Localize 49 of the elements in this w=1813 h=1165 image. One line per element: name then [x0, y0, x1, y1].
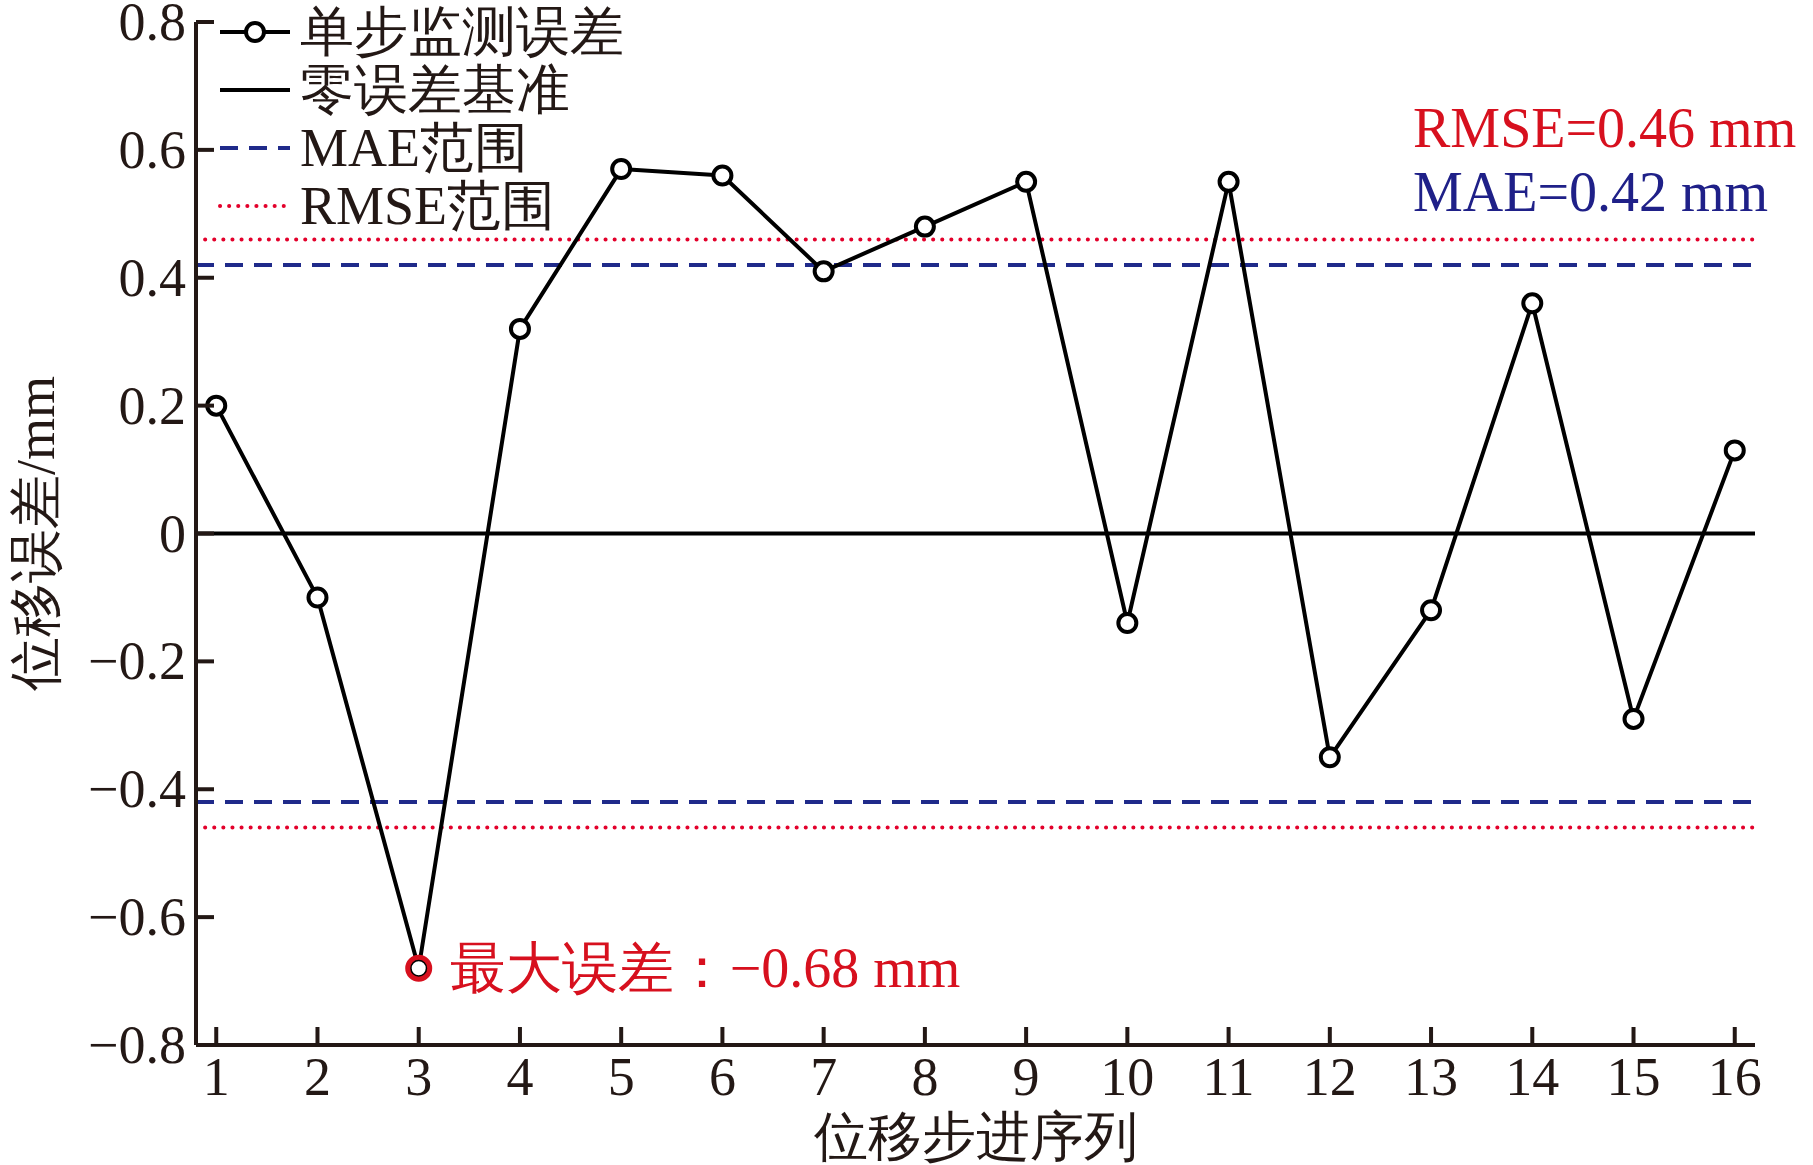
y-tick-label: 0.6	[118, 119, 186, 180]
point	[812, 260, 835, 283]
x-tick-label: 1	[202, 1047, 230, 1107]
x-tick-label: 14	[1505, 1047, 1560, 1107]
annotation: 最大误差：−0.68 mm	[449, 937, 961, 1000]
x-tick-label: 11	[1202, 1047, 1255, 1107]
x-tick-label: 2	[303, 1047, 331, 1107]
legend-label: 零误差基准	[300, 60, 570, 120]
annotation: RMSE=0.46 mm	[1413, 97, 1797, 159]
x-tick-label: 16	[1707, 1047, 1762, 1107]
x-tick-label: 13	[1404, 1047, 1459, 1107]
legend-label: 单步监测误差	[300, 2, 624, 62]
y-tick-label: −0.2	[88, 631, 186, 692]
y-tick-label: −0.4	[88, 759, 186, 820]
point	[508, 317, 531, 340]
legend-label: MAE范围	[300, 118, 528, 178]
point	[1318, 746, 1341, 769]
x-tick-label: 4	[506, 1047, 534, 1107]
y-axis-title: 位移误差/mm	[6, 375, 66, 692]
x-tick-label: 3	[405, 1047, 433, 1107]
point	[205, 394, 228, 417]
x-axis-title: 位移步进序列	[813, 1107, 1138, 1165]
x-tick-label: 12	[1302, 1047, 1357, 1107]
x-tick-label: 8	[911, 1047, 939, 1107]
point	[306, 586, 329, 609]
point	[1622, 707, 1645, 730]
point	[1723, 439, 1746, 462]
point	[1420, 599, 1443, 622]
point	[913, 215, 936, 238]
y-tick-label: 0.4	[118, 247, 186, 308]
x-tick-label: 6	[708, 1047, 736, 1107]
x-tick-label: 7	[810, 1047, 838, 1107]
y-tick-label: −0.8	[88, 1015, 186, 1075]
point	[1521, 292, 1544, 315]
y-tick-label: 0.8	[118, 0, 186, 52]
ref-line-label: RMSE范围	[300, 176, 556, 236]
x-tick-label: 10	[1100, 1047, 1155, 1107]
x-tick-label: 15	[1606, 1047, 1661, 1107]
point	[1116, 612, 1139, 635]
x-tick-label: 9	[1012, 1047, 1040, 1107]
annotation: MAE=0.42 mm	[1413, 161, 1769, 223]
x-tick-label: 5	[607, 1047, 635, 1107]
point	[1015, 170, 1038, 193]
y-tick-label: −0.6	[88, 887, 186, 948]
y-tick-label: 0.2	[118, 375, 186, 436]
point	[610, 158, 633, 181]
y-tick-label: 0	[159, 503, 186, 564]
point	[711, 164, 734, 187]
point	[1217, 170, 1240, 193]
